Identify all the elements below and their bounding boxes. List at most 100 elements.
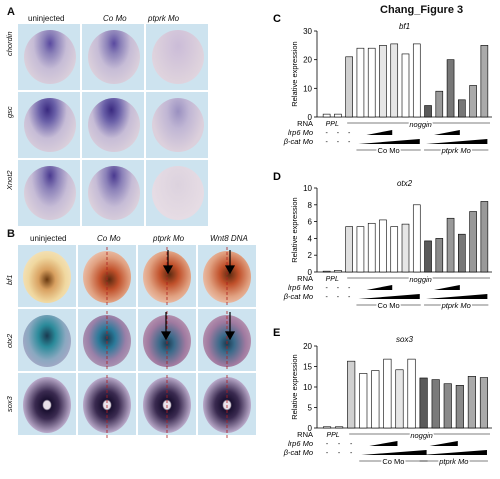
dash-mark: - xyxy=(337,139,340,146)
y-tick-label: 0 xyxy=(308,424,313,433)
arrow-head-icon xyxy=(224,331,236,341)
chart-title: otx2 xyxy=(397,179,413,188)
panel-a-col-uninjected: uninjected xyxy=(28,14,65,23)
embryo-image xyxy=(23,377,71,433)
row-label-rna: RNA xyxy=(297,274,313,283)
arrow-head-icon xyxy=(162,265,174,275)
bar xyxy=(412,204,421,273)
bar xyxy=(424,105,432,118)
panel-b-cell xyxy=(18,373,76,435)
embryo-image xyxy=(152,98,204,152)
arrow-head-icon xyxy=(160,331,172,341)
dash-mark: - xyxy=(326,450,329,457)
bar xyxy=(401,53,410,118)
y-tick-label: 15 xyxy=(303,363,312,372)
dash-mark: - xyxy=(337,294,340,301)
bar xyxy=(347,360,356,429)
dash-mark: - xyxy=(348,130,351,137)
bar xyxy=(335,426,344,429)
panel-a-col-co-mo: Co Mo xyxy=(103,14,127,23)
bar xyxy=(458,99,466,118)
panel-b-col-wnt8-dna: Wnt8 DNA xyxy=(210,234,248,243)
y-tick-label: 5 xyxy=(308,404,313,413)
panel-b-cell xyxy=(18,245,76,307)
rna-noggin-label: noggin xyxy=(409,120,432,129)
y-tick-label: 10 xyxy=(303,383,312,392)
row-label-lrp6: lrp6 Mo xyxy=(288,283,313,292)
y-tick-label: 0 xyxy=(308,268,313,277)
bcat-wedge-icon xyxy=(421,450,487,455)
panel-letter: E xyxy=(273,327,280,339)
dash-mark: - xyxy=(325,139,328,146)
dash-mark: - xyxy=(326,441,329,448)
y-tick-label: 10 xyxy=(303,84,312,93)
figure-title: Chang_Figure 3 xyxy=(380,4,464,16)
bcat-wedge-icon xyxy=(426,139,488,144)
panel-a-letter: A xyxy=(7,6,15,18)
bar xyxy=(367,222,376,273)
bar xyxy=(359,373,368,429)
bar xyxy=(458,233,466,273)
row-label-rna: RNA xyxy=(297,119,313,128)
bar xyxy=(401,223,410,273)
bcat-wedge-icon xyxy=(358,294,420,299)
embryo-image xyxy=(152,166,204,220)
dash-mark: - xyxy=(325,130,328,137)
y-tick-label: 6 xyxy=(308,218,313,227)
lrp6-wedge-icon xyxy=(369,441,398,446)
panel-b-col-co-mo: Co Mo xyxy=(97,234,121,243)
bar xyxy=(455,385,464,429)
rna-noggin-label: noggin xyxy=(409,275,432,284)
panel-b-col-ptprk-mo: ptprk Mo xyxy=(153,234,185,243)
panel-letter: D xyxy=(273,171,281,183)
chart-title: bf1 xyxy=(399,22,410,31)
bar xyxy=(435,90,444,118)
panel-a-cell xyxy=(82,92,144,158)
y-axis-label: Relative expression xyxy=(290,197,299,262)
bar xyxy=(469,85,477,118)
bar xyxy=(412,43,421,118)
row-label-lrp6: lrp6 Mo xyxy=(288,128,313,137)
y-axis-label: Relative expression xyxy=(290,41,299,106)
bar xyxy=(356,47,365,118)
bcat-wedge-icon xyxy=(361,450,427,455)
row-label-lrp6: lrp6 Mo xyxy=(288,439,313,448)
panel-a-cell xyxy=(18,160,80,226)
bar xyxy=(334,113,342,118)
y-tick-label: 30 xyxy=(303,27,312,36)
lrp6-wedge-icon xyxy=(434,130,460,135)
bar xyxy=(334,270,342,273)
embryo-image xyxy=(88,166,140,220)
panel-b-cell xyxy=(138,245,196,307)
panel-b-cell xyxy=(198,309,256,371)
rna-noggin-label: noggin xyxy=(410,431,433,440)
dash-mark: - xyxy=(348,285,351,292)
panel-a-cell xyxy=(82,160,144,226)
y-tick-label: 2 xyxy=(308,251,313,260)
panel-letter: C xyxy=(273,13,281,25)
row-label-bcat: β-cat Mo xyxy=(283,448,313,457)
bar xyxy=(443,383,452,429)
bar xyxy=(322,426,332,429)
lrp6-wedge-icon xyxy=(366,285,393,290)
bar xyxy=(480,45,489,118)
panel-a-cell xyxy=(18,92,80,158)
row-label-rna: RNA xyxy=(297,430,313,439)
group-label-co-mo: Co Mo xyxy=(378,301,400,310)
embryo-image xyxy=(23,315,71,367)
bar xyxy=(446,59,455,118)
bar xyxy=(395,369,404,429)
embryo-image xyxy=(88,98,140,152)
group-label-co-mo: Co Mo xyxy=(378,146,400,155)
panel-b-letter: B xyxy=(7,228,15,240)
y-tick-label: 20 xyxy=(303,342,312,351)
bar xyxy=(479,377,489,429)
bcat-wedge-icon xyxy=(358,139,420,144)
row-label-bcat: β-cat Mo xyxy=(283,137,313,146)
panel-b-cell xyxy=(18,309,76,371)
dash-mark: - xyxy=(325,294,328,301)
dash-mark: - xyxy=(337,130,340,137)
dash-mark: - xyxy=(350,450,353,457)
embryo-image xyxy=(88,30,140,84)
lrp6-wedge-icon xyxy=(429,441,458,446)
